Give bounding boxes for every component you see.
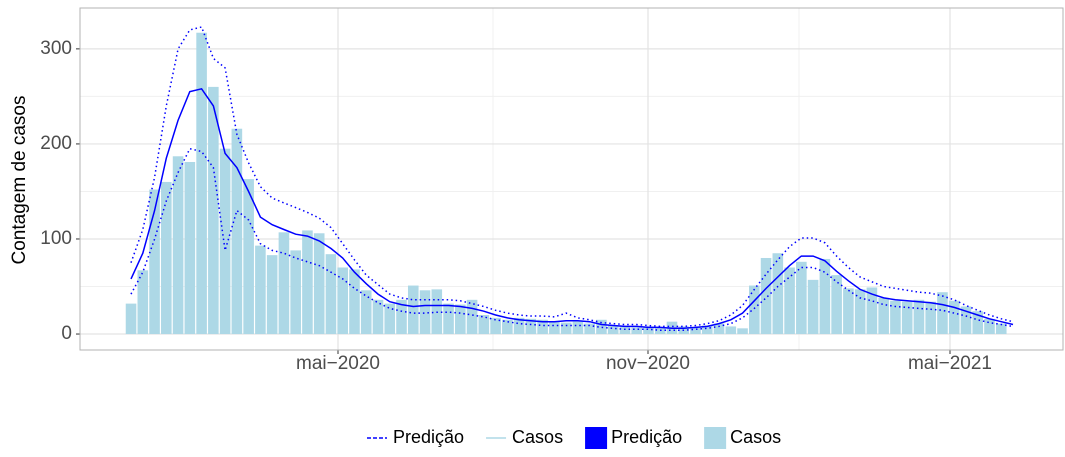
y-tick-label: 100 — [40, 228, 72, 249]
bar — [737, 328, 748, 335]
bar — [960, 306, 972, 335]
bar — [866, 287, 878, 335]
bar — [537, 319, 548, 335]
bar — [631, 327, 642, 335]
bar — [560, 322, 572, 335]
bar — [807, 279, 819, 335]
legend-key — [704, 427, 727, 449]
bar — [396, 299, 407, 335]
legend-label: Predição — [611, 427, 682, 447]
legend-label: Casos — [730, 427, 781, 447]
plot-border — [79, 7, 1064, 351]
bar — [502, 319, 513, 335]
bar — [266, 255, 278, 335]
bar — [549, 321, 560, 335]
bar — [913, 299, 925, 335]
bar — [572, 321, 584, 335]
bar — [302, 230, 313, 335]
y-tick-label: 200 — [40, 133, 72, 154]
bar — [360, 290, 372, 335]
bar — [372, 299, 384, 335]
bar — [349, 269, 360, 335]
bar — [854, 289, 866, 335]
bar — [455, 304, 466, 335]
bar — [843, 288, 854, 335]
bar — [419, 290, 431, 335]
bar — [584, 323, 595, 335]
bar — [443, 303, 454, 335]
bar — [878, 297, 889, 335]
bar — [325, 254, 337, 335]
prediction-line — [130, 87, 1014, 330]
bar — [948, 300, 960, 335]
bar — [490, 317, 501, 335]
bar — [925, 301, 936, 335]
bar — [384, 303, 396, 335]
bar — [995, 323, 1007, 335]
bar — [607, 325, 619, 335]
bar — [819, 258, 831, 335]
bar — [890, 300, 901, 335]
bar — [831, 275, 842, 335]
x-tick-label: mai−2021 — [908, 353, 992, 374]
bar — [701, 325, 713, 335]
bar — [525, 318, 537, 335]
bar — [278, 232, 290, 335]
bar — [125, 303, 137, 335]
bar — [513, 317, 525, 335]
legend-label: Casos — [512, 427, 563, 447]
bar — [901, 301, 913, 335]
bar — [784, 267, 795, 335]
y-tick-label: 0 — [61, 323, 72, 344]
bar — [749, 285, 760, 335]
legend-label: Predição — [393, 427, 464, 447]
bar — [184, 161, 196, 335]
bar — [172, 156, 184, 335]
bar — [243, 179, 254, 335]
bar — [137, 270, 149, 335]
bar — [407, 285, 419, 335]
bar — [984, 318, 995, 335]
bar — [972, 311, 984, 335]
bar — [231, 128, 243, 335]
x-tick-label: mai−2020 — [296, 353, 380, 374]
bar — [772, 253, 784, 335]
bar — [313, 233, 325, 335]
bar — [690, 327, 701, 335]
y-axis-title: Contagem de casos — [9, 96, 30, 265]
bar — [713, 323, 725, 335]
bar — [760, 257, 772, 335]
bar — [161, 181, 172, 335]
bar — [219, 148, 231, 335]
upper-bound-line — [130, 26, 1014, 328]
bar — [796, 261, 807, 335]
bar — [196, 32, 207, 335]
bar — [466, 299, 478, 335]
bar — [596, 319, 607, 335]
bar — [149, 189, 160, 335]
y-tick-label: 300 — [40, 38, 72, 59]
bar — [208, 86, 219, 335]
bar — [619, 326, 631, 335]
bar — [643, 326, 654, 335]
bar — [725, 326, 737, 335]
bar — [337, 267, 349, 335]
bar — [478, 315, 490, 335]
bar — [937, 292, 948, 335]
bar — [255, 245, 266, 335]
x-tick-label: nov−2020 — [606, 353, 690, 374]
legend-key — [585, 427, 608, 449]
bar — [290, 250, 301, 335]
